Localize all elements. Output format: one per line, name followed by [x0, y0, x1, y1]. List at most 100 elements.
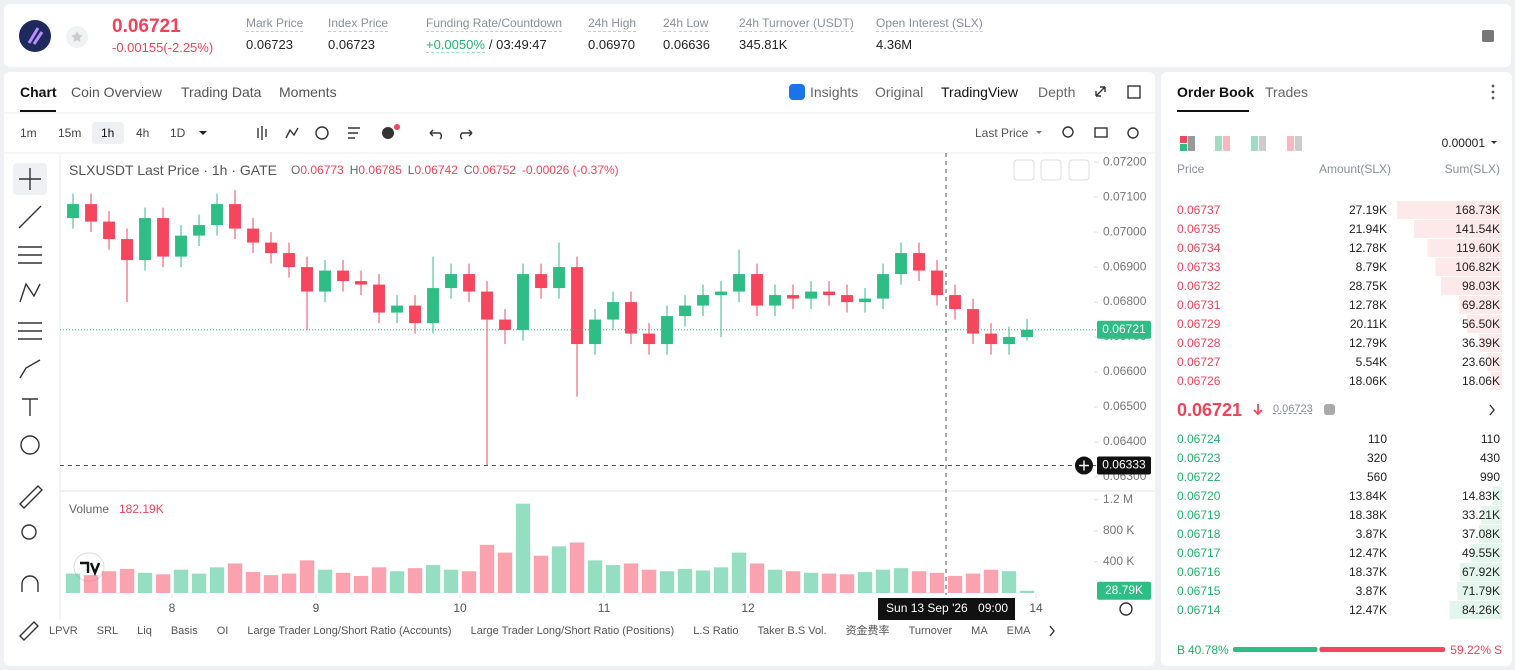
- magnet-tool[interactable]: [21, 575, 39, 592]
- stat-value: 0.06970: [588, 37, 635, 52]
- tab[interactable]: Moments: [279, 84, 337, 100]
- compare-icon[interactable]: [315, 126, 329, 140]
- stat-label: 24h Low: [663, 16, 709, 32]
- view-tab[interactable]: Original: [875, 84, 924, 100]
- alert-icon[interactable]: [382, 127, 394, 139]
- price-type[interactable]: Last Price: [975, 126, 1029, 140]
- menu-dot: [1491, 90, 1495, 94]
- indicator[interactable]: OI: [216, 625, 229, 637]
- last-price: 0.06721: [112, 16, 181, 37]
- indicator[interactable]: Large Trader Long/Short Ratio (Accounts): [247, 625, 452, 637]
- scroll-right[interactable]: [1049, 625, 1055, 637]
- stat-value: 0.06636: [663, 37, 710, 52]
- indicator[interactable]: Large Trader Long/Short Ratio (Positions…: [470, 625, 675, 637]
- text-tool[interactable]: [22, 398, 38, 416]
- tab[interactable]: Coin Overview: [71, 84, 163, 100]
- interval[interactable]: 1D: [170, 126, 186, 140]
- menu-dot[interactable]: [1491, 84, 1495, 88]
- indicator-icon[interactable]: [285, 127, 299, 139]
- indicator[interactable]: 资金费率: [845, 625, 890, 637]
- line-tool[interactable]: [18, 205, 42, 229]
- y-tick-label: 0.06400: [1103, 434, 1147, 448]
- indicator[interactable]: Turnover: [908, 625, 953, 637]
- tab[interactable]: Trading Data: [181, 84, 262, 100]
- view-tab[interactable]: Depth: [1038, 84, 1076, 100]
- ob-mode-icon[interactable]: [1180, 136, 1187, 143]
- settings-icon[interactable]: [1127, 127, 1139, 139]
- ob-mode-icon[interactable]: [1251, 136, 1258, 151]
- fib-tool[interactable]: [18, 322, 42, 340]
- redo-icon[interactable]: [460, 129, 473, 140]
- stat-label: 24h Turnover (USDT): [739, 16, 854, 32]
- zoom-tool[interactable]: [21, 524, 37, 540]
- pattern-tool[interactable]: [19, 282, 41, 303]
- ruler-tool[interactable]: [19, 485, 43, 509]
- axis-settings-icon[interactable]: [1119, 602, 1133, 616]
- ob-mode-icon[interactable]: [1223, 136, 1230, 151]
- candle-body: [787, 295, 799, 299]
- candle-body: [121, 239, 133, 261]
- ob-price: 0.06718: [1177, 527, 1221, 541]
- volume-bar: [83, 575, 99, 593]
- window-icon[interactable]: [1127, 85, 1141, 99]
- pen-tool[interactable]: [19, 621, 39, 641]
- stat-label: Open Interest (SLX): [876, 16, 983, 32]
- last-price-tag: [1097, 320, 1151, 339]
- template-icon[interactable]: [348, 127, 360, 139]
- depth-bar: [1457, 582, 1502, 600]
- indicator[interactable]: Basis: [170, 625, 198, 637]
- candle-body: [229, 204, 241, 229]
- candle-icon[interactable]: [257, 126, 267, 140]
- precision[interactable]: 0.00001: [1441, 136, 1485, 150]
- search-icon[interactable]: [1062, 126, 1074, 138]
- interval[interactable]: 4h: [136, 126, 150, 140]
- camera-icon[interactable]: [1094, 127, 1108, 138]
- ob-mode-icon[interactable]: [1259, 136, 1266, 151]
- chart-button[interactable]: [1040, 159, 1062, 181]
- volume-tick-label: 800 K: [1103, 523, 1134, 537]
- ob-mode-icon[interactable]: [1287, 136, 1294, 151]
- chart-button[interactable]: [1013, 159, 1035, 181]
- undo-icon[interactable]: [429, 129, 442, 140]
- indicator[interactable]: LPVR: [49, 625, 78, 637]
- volume-bar: [1019, 590, 1035, 593]
- emoji-tool[interactable]: [20, 435, 40, 455]
- ob-mode-icon[interactable]: [1180, 144, 1187, 151]
- volume-bar: [173, 569, 189, 593]
- indicator[interactable]: Liq: [137, 625, 152, 637]
- ob-tab[interactable]: Trades: [1265, 84, 1309, 100]
- order-book-icons: [1180, 84, 1497, 416]
- tab[interactable]: Chart: [20, 84, 57, 100]
- ob-mode-icon[interactable]: [1188, 136, 1195, 151]
- layout-icon[interactable]: [1482, 30, 1494, 42]
- view-tab[interactable]: TradingView: [941, 84, 1019, 100]
- ob-mode-icon[interactable]: [1215, 136, 1222, 151]
- chart-button[interactable]: [1068, 159, 1090, 181]
- indicator[interactable]: L.S Ratio: [693, 625, 739, 637]
- channel-tool[interactable]: [18, 246, 42, 264]
- view-tab[interactable]: Insights: [810, 84, 859, 100]
- indicator[interactable]: Taker B.S Vol.: [757, 625, 827, 637]
- volume-label: Volume: [69, 502, 110, 516]
- last-price-tag-label: 0.06721: [1102, 322, 1146, 336]
- depth-bar: [1479, 334, 1502, 352]
- ob-mode-icon[interactable]: [1295, 136, 1302, 151]
- interval[interactable]: 1h: [101, 126, 115, 140]
- ob-price: 0.06722: [1177, 470, 1221, 484]
- volume-bar: [137, 572, 153, 593]
- volume-bar: [785, 571, 801, 593]
- indicator[interactable]: EMA: [1006, 625, 1031, 637]
- candle-body: [1021, 329, 1033, 338]
- indicator[interactable]: MA: [971, 625, 988, 637]
- y-tick-label: 0.06900: [1103, 259, 1147, 273]
- indicator[interactable]: SRL: [96, 625, 119, 637]
- ob-tab[interactable]: Order Book: [1177, 84, 1255, 100]
- crosshair-tool[interactable]: [19, 168, 41, 190]
- interval[interactable]: 1m: [20, 126, 37, 140]
- brush-tool[interactable]: [19, 359, 41, 379]
- interval[interactable]: 15m: [58, 126, 82, 140]
- chevron[interactable]: [1489, 404, 1495, 416]
- alert-dot: [394, 124, 400, 130]
- expand-icon[interactable]: [1095, 86, 1106, 97]
- volume-bar: [209, 567, 225, 593]
